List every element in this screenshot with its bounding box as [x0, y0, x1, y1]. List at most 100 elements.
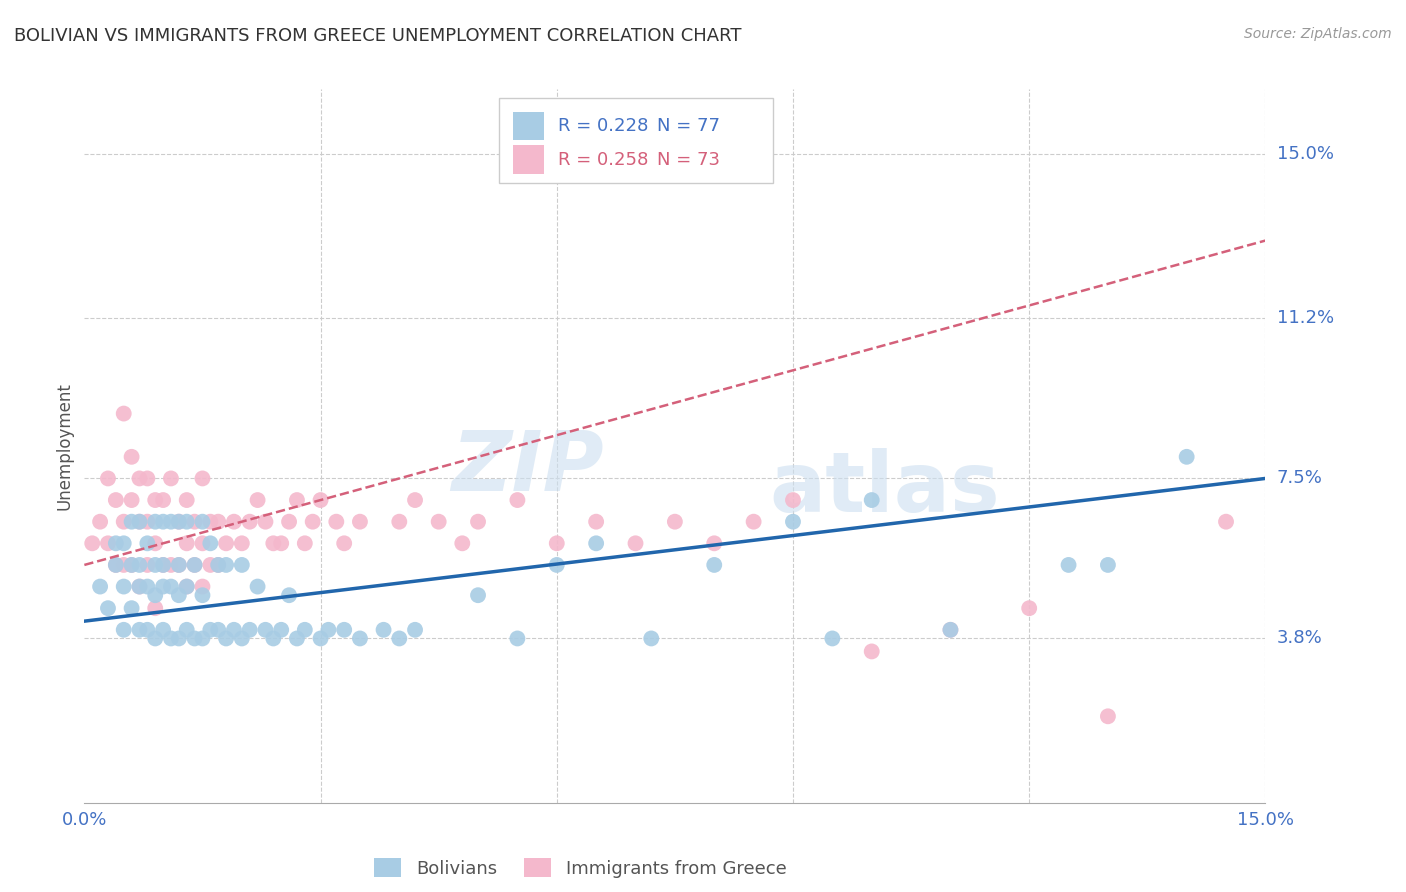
Point — [207, 515, 229, 529]
Point — [325, 515, 347, 529]
Point — [222, 515, 245, 529]
Point — [860, 644, 883, 658]
Point — [89, 580, 111, 594]
Point — [143, 632, 166, 646]
Point — [176, 580, 198, 594]
Text: N = 77: N = 77 — [657, 117, 720, 135]
Point — [585, 515, 607, 529]
Point — [191, 515, 214, 529]
Point — [167, 632, 190, 646]
Point — [703, 536, 725, 550]
Point — [104, 493, 127, 508]
Point — [427, 515, 450, 529]
Point — [121, 493, 143, 508]
Point — [207, 558, 229, 572]
Point — [262, 536, 284, 550]
Point — [231, 632, 253, 646]
Point — [183, 515, 205, 529]
Point — [270, 623, 292, 637]
Point — [112, 407, 135, 421]
Point — [82, 536, 104, 550]
Y-axis label: Unemployment: Unemployment — [55, 382, 73, 510]
Point — [160, 632, 183, 646]
Point — [246, 493, 269, 508]
Point — [294, 536, 316, 550]
Point — [167, 515, 190, 529]
Point — [215, 536, 238, 550]
Point — [183, 558, 205, 572]
Point — [112, 623, 135, 637]
Point — [167, 588, 190, 602]
Point — [278, 588, 301, 602]
Point — [585, 536, 607, 550]
Point — [782, 493, 804, 508]
Point — [143, 515, 166, 529]
Point — [112, 536, 135, 550]
Point — [128, 580, 150, 594]
Point — [97, 536, 120, 550]
Point — [112, 558, 135, 572]
Point — [128, 515, 150, 529]
Text: 15.0%: 15.0% — [1277, 145, 1333, 163]
Text: N = 73: N = 73 — [657, 151, 720, 169]
Point — [1097, 558, 1119, 572]
Point — [191, 632, 214, 646]
Point — [176, 623, 198, 637]
Point — [104, 536, 127, 550]
Point — [215, 632, 238, 646]
Point — [333, 623, 356, 637]
Point — [152, 493, 174, 508]
Point — [191, 588, 214, 602]
Point — [200, 623, 222, 637]
Text: R = 0.228: R = 0.228 — [558, 117, 648, 135]
Point — [191, 536, 214, 550]
Point — [270, 536, 292, 550]
Point — [167, 515, 190, 529]
Point — [128, 580, 150, 594]
Point — [451, 536, 474, 550]
Point — [309, 493, 332, 508]
Point — [254, 623, 277, 637]
Point — [546, 558, 568, 572]
Point — [467, 588, 489, 602]
Point — [167, 558, 190, 572]
Point — [506, 493, 529, 508]
Point — [821, 632, 844, 646]
Point — [152, 580, 174, 594]
Point — [246, 580, 269, 594]
Point — [207, 623, 229, 637]
Point — [152, 623, 174, 637]
Point — [121, 450, 143, 464]
Point — [128, 471, 150, 485]
Text: BOLIVIAN VS IMMIGRANTS FROM GREECE UNEMPLOYMENT CORRELATION CHART: BOLIVIAN VS IMMIGRANTS FROM GREECE UNEMP… — [14, 27, 741, 45]
Point — [112, 580, 135, 594]
Point — [1018, 601, 1040, 615]
Point — [703, 558, 725, 572]
Point — [388, 515, 411, 529]
Point — [782, 515, 804, 529]
Point — [152, 515, 174, 529]
Point — [143, 588, 166, 602]
Point — [404, 493, 426, 508]
Text: atlas: atlas — [769, 449, 1000, 529]
Point — [136, 580, 159, 594]
Point — [121, 515, 143, 529]
Point — [262, 632, 284, 646]
Point — [176, 536, 198, 550]
Point — [1175, 450, 1198, 464]
Point — [136, 558, 159, 572]
Point — [143, 493, 166, 508]
Point — [860, 493, 883, 508]
Point — [231, 536, 253, 550]
Text: 3.8%: 3.8% — [1277, 630, 1322, 648]
Point — [160, 580, 183, 594]
Point — [333, 536, 356, 550]
Point — [939, 623, 962, 637]
Point — [104, 558, 127, 572]
Point — [143, 558, 166, 572]
Point — [742, 515, 765, 529]
Point — [176, 493, 198, 508]
Point — [128, 558, 150, 572]
Text: R = 0.258: R = 0.258 — [558, 151, 648, 169]
Point — [664, 515, 686, 529]
